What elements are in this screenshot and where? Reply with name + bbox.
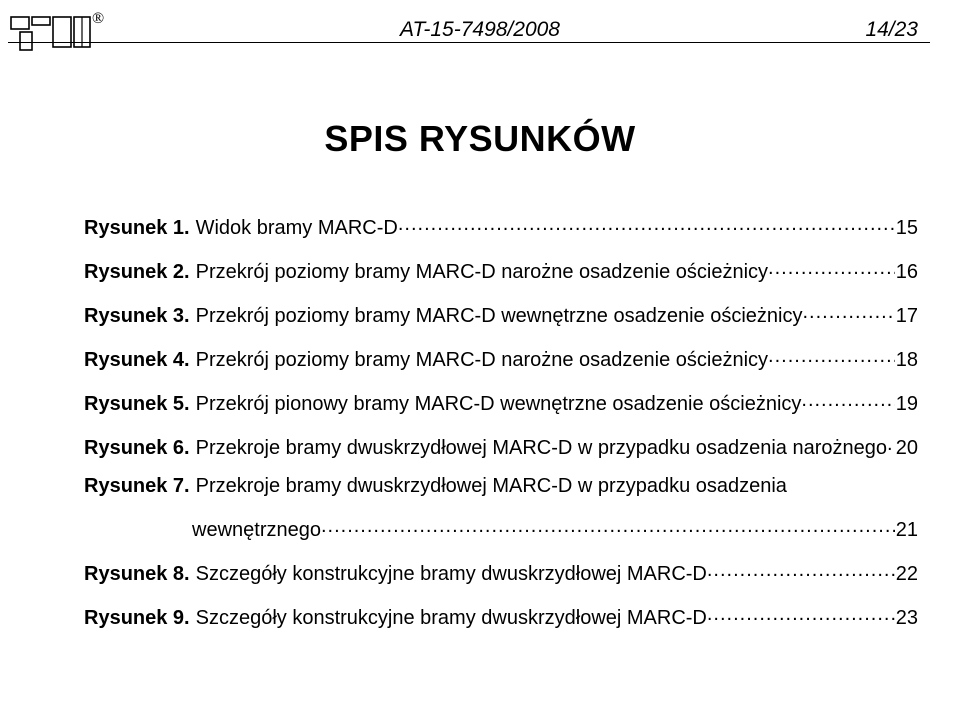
table-of-contents: Rysunek 1. Widok bramy MARC-D 15 Rysunek… <box>84 212 918 646</box>
toc-leader <box>801 388 894 410</box>
toc-text: Przekrój poziomy bramy MARC-D wewnętrzne… <box>196 306 803 326</box>
toc-label: Rysunek 9. <box>84 608 196 628</box>
toc-text: Przekrój poziomy bramy MARC-D narożne os… <box>196 262 768 282</box>
toc-label: Rysunek 4. <box>84 350 196 370</box>
toc-page: 17 <box>895 306 918 326</box>
toc-leader <box>802 300 894 322</box>
page-title: SPIS RYSUNKÓW <box>0 118 960 160</box>
toc-leader <box>768 344 895 366</box>
toc-leader <box>768 256 895 278</box>
toc-page: 15 <box>895 218 918 238</box>
toc-label: Rysunek 7. <box>84 476 196 496</box>
toc-text: Przekrój pionowy bramy MARC-D wewnętrzne… <box>196 394 802 414</box>
toc-page: 18 <box>895 350 918 370</box>
toc-text: Przekroje bramy dwuskrzydłowej MARC-D w … <box>196 476 787 496</box>
toc-page: 16 <box>895 262 918 282</box>
toc-page: 20 <box>895 438 918 458</box>
toc-entry: Rysunek 4. Przekrój poziomy bramy MARC-D… <box>84 344 918 370</box>
toc-entry: Rysunek 8. Szczegóły konstrukcyjne bramy… <box>84 558 918 584</box>
toc-page: 23 <box>895 608 918 628</box>
toc-label: Rysunek 8. <box>84 564 196 584</box>
toc-text: Szczegóły konstrukcyjne bramy dwuskrzydł… <box>196 608 707 628</box>
toc-label: Rysunek 5. <box>84 394 196 414</box>
header-rule <box>8 42 930 43</box>
toc-text: wewnętrznego <box>192 520 321 540</box>
toc-entry-continuation: wewnętrznego 21 <box>84 514 918 540</box>
page-header: ® AT-15-7498/2008 14/23 <box>0 14 960 44</box>
toc-label: Rysunek 1. <box>84 218 196 238</box>
toc-leader <box>707 602 895 624</box>
toc-entry: Rysunek 6. Przekroje bramy dwuskrzydłowe… <box>84 432 918 458</box>
toc-page: 22 <box>895 564 918 584</box>
toc-label: Rysunek 2. <box>84 262 196 282</box>
toc-page: 21 <box>895 520 918 540</box>
toc-text: Przekroje bramy dwuskrzydłowej MARC-D w … <box>196 438 887 458</box>
toc-leader <box>398 212 895 234</box>
toc-page: 19 <box>895 394 918 414</box>
toc-text: Widok bramy MARC-D <box>196 218 398 238</box>
toc-entry: Rysunek 2. Przekrój poziomy bramy MARC-D… <box>84 256 918 282</box>
toc-leader <box>707 558 895 580</box>
toc-text: Przekrój poziomy bramy MARC-D narożne os… <box>196 350 768 370</box>
toc-leader <box>321 514 895 536</box>
toc-entry: Rysunek 1. Widok bramy MARC-D 15 <box>84 212 918 238</box>
page-number: 14/23 <box>865 18 918 42</box>
toc-text: Szczegóły konstrukcyjne bramy dwuskrzydł… <box>196 564 707 584</box>
document-page: ® AT-15-7498/2008 14/23 SPIS RYSUNKÓW Ry… <box>0 0 960 709</box>
toc-entry: Rysunek 9. Szczegóły konstrukcyjne bramy… <box>84 602 918 628</box>
toc-entry: Rysunek 7. Przekroje bramy dwuskrzydłowe… <box>84 476 918 496</box>
toc-entry: Rysunek 5. Przekrój pionowy bramy MARC-D… <box>84 388 918 414</box>
toc-leader <box>887 432 895 454</box>
document-number: AT-15-7498/2008 <box>0 18 960 42</box>
toc-entry: Rysunek 3. Przekrój poziomy bramy MARC-D… <box>84 300 918 326</box>
toc-label: Rysunek 3. <box>84 306 196 326</box>
toc-label: Rysunek 6. <box>84 438 196 458</box>
